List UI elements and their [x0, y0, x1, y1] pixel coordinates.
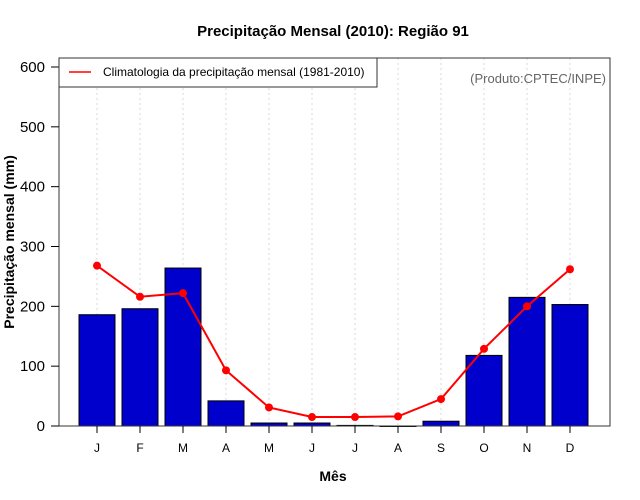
y-axis-label: Precipitação mensal (mm) [1, 155, 17, 329]
x-axis-label: Mês [319, 468, 346, 484]
legend: Climatologia da precipitação mensal (198… [58, 57, 378, 88]
climatology-point-6 [351, 413, 359, 422]
climatology-line-group [93, 261, 574, 422]
climatology-point-0 [93, 261, 101, 270]
y-tick-label: 600 [20, 59, 45, 76]
bar-10 [508, 296, 546, 427]
credit-text: (Produto:CPTEC/INPE) [470, 71, 606, 86]
x-tick-label: F [136, 441, 143, 455]
y-tick-label: 400 [20, 179, 45, 196]
climatology-point-5 [308, 413, 316, 422]
climatology-point-7 [394, 412, 402, 421]
x-tick-label: N [523, 441, 532, 455]
climatology-point-4 [265, 403, 273, 412]
x-tick-label: J [309, 441, 315, 455]
x-tick-label: J [94, 441, 100, 455]
climatology-point-3 [222, 366, 230, 375]
x-tick-label: A [222, 441, 230, 455]
climatology-point-11 [566, 265, 574, 274]
legend-box [58, 57, 378, 88]
bars-group [78, 267, 589, 427]
y-tick-label: 500 [20, 119, 45, 136]
bar-3 [207, 400, 245, 427]
y-tick-label: 100 [20, 358, 45, 375]
y-axis: 0 100 200 300 400 500 600 [20, 59, 59, 435]
bar-8 [422, 420, 460, 427]
x-tick-label: D [566, 441, 575, 455]
climatology-point-8 [437, 395, 445, 404]
climatology-point-1 [136, 292, 144, 301]
bar-11 [551, 304, 589, 427]
y-tick-label: 200 [20, 298, 45, 315]
x-tick-label: A [394, 441, 402, 455]
bar-9 [465, 354, 503, 427]
x-tick-label: J [352, 441, 358, 455]
x-tick-label: M [264, 441, 274, 455]
climatology-point-9 [480, 344, 488, 353]
x-tick-label: M [178, 441, 188, 455]
climatology-line [96, 264, 571, 419]
bar-1 [121, 308, 159, 427]
legend-label: Climatologia da precipitação mensal (198… [103, 65, 364, 79]
climatology-point-2 [179, 289, 187, 298]
bar-0 [78, 314, 116, 427]
x-tick-label: O [479, 441, 488, 455]
climatology-point-10 [523, 302, 531, 311]
y-tick-label: 0 [37, 418, 45, 435]
chart-title: Precipitação Mensal (2010): Região 91 [197, 23, 469, 40]
x-tick-label: S [437, 441, 445, 455]
y-tick-label: 300 [20, 239, 45, 256]
